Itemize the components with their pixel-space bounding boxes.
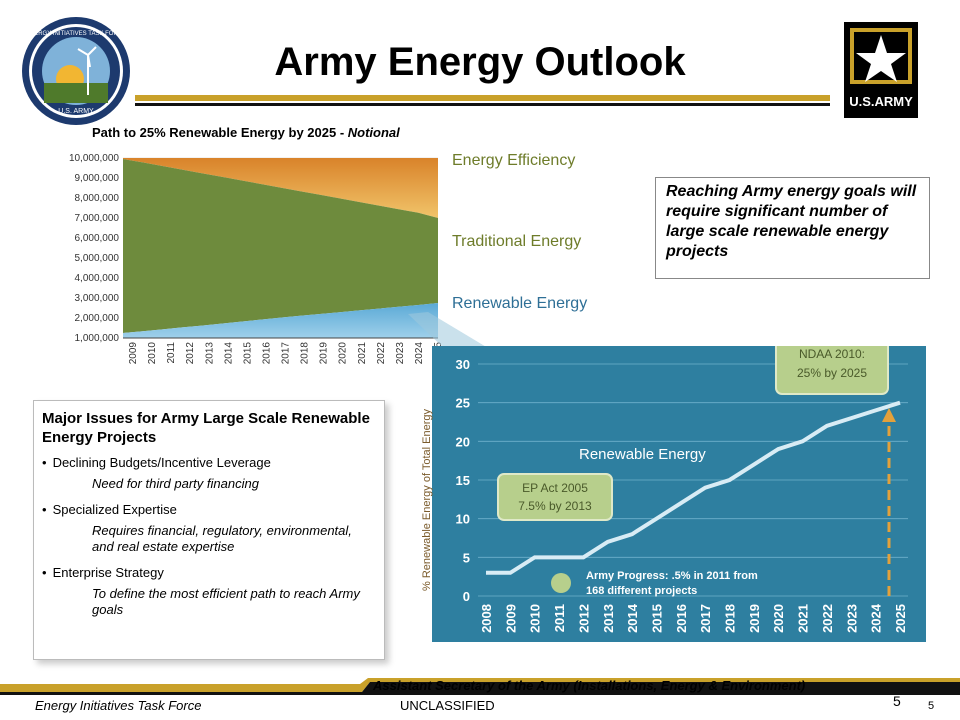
chart2-xtick: 2017 xyxy=(698,604,713,633)
chart1-ytick: 2,000,000 xyxy=(75,313,120,324)
chart2-xtick: 2016 xyxy=(674,604,689,633)
energy-path-chart: 10,000,000 9,000,000 8,000,000 7,000,000 6,0… xyxy=(69,153,444,365)
chart1-xtick: 2014 xyxy=(223,342,234,365)
progress-marker xyxy=(551,573,571,593)
chart1-xtick: 2020 xyxy=(338,342,349,365)
chart2-ytick: 0 xyxy=(463,589,470,604)
issues-panel: Major Issues for Army Large Scale Renewa… xyxy=(33,400,385,660)
footer-org: Energy Initiatives Task Force xyxy=(35,698,202,713)
target-arrowhead xyxy=(882,408,896,422)
chart2-xtick: 2010 xyxy=(528,604,543,633)
chart1-xtick: 2009 xyxy=(128,342,139,365)
legend-renewable-energy: Renewable Energy xyxy=(452,295,588,312)
chart2-xtick: 2021 xyxy=(796,604,811,633)
svg-text:ENERGY INITIATIVES TASK FORCE: ENERGY INITIATIVES TASK FORCE xyxy=(26,31,126,37)
chart1-ytick: 8,000,000 xyxy=(75,193,120,204)
page-title: Army Energy Outlook xyxy=(274,40,686,84)
chart1-xtick: 2012 xyxy=(185,342,196,365)
svg-text:U.S.ARMY: U.S.ARMY xyxy=(849,94,913,109)
series-traditional-energy xyxy=(123,159,438,333)
issue-bullet-2: Specialized Expertise xyxy=(42,502,376,517)
chart1-ytick: 3,000,000 xyxy=(75,293,120,304)
chart2-xtick: 2008 xyxy=(479,604,494,633)
legend-traditional-energy: Traditional Energy xyxy=(452,233,582,250)
chart2-ytick: 10 xyxy=(456,512,470,527)
chart1-xtick: 2023 xyxy=(395,342,406,365)
chart2-xtick: 2015 xyxy=(649,604,664,633)
footer-classification: UNCLASSIFIED xyxy=(400,698,495,713)
chart1-xtick: 2015 xyxy=(242,342,253,365)
chart2-xtick: 2024 xyxy=(869,603,884,633)
chart2-ytick: 30 xyxy=(456,357,470,372)
issue-bullet-3: Enterprise Strategy xyxy=(42,565,376,580)
issue-detail-2: Requires financial, regulatory, environm… xyxy=(92,523,352,554)
series-renewable-line xyxy=(486,400,901,575)
chart1-ytick: 9,000,000 xyxy=(75,173,120,184)
issue-detail-3: To define the most efficient path to rea… xyxy=(92,586,360,617)
chart2-xtick: 2019 xyxy=(747,604,762,633)
issue-bullet-1: Declining Budgets/Incentive Leverage xyxy=(42,455,376,470)
zoom-wedge xyxy=(408,312,488,352)
chart1-xtick: 2022 xyxy=(376,342,387,365)
chart2-xtick: 2012 xyxy=(576,604,591,633)
chart2-ytick: 20 xyxy=(456,434,470,449)
chart1-xtick: 2024 xyxy=(414,342,425,365)
chart2-xtick: 2020 xyxy=(771,604,786,633)
footer-office: Assistant Secretary of the Army (Install… xyxy=(373,678,806,693)
page-number-small: 5 xyxy=(928,700,935,712)
ndaa-line1: NDAA 2010: xyxy=(799,347,865,361)
chart2-ytick: 25 xyxy=(456,396,470,411)
chart2-xtick: 2009 xyxy=(503,604,518,633)
chart1-title: Path to 25% Renewable Energy by 2025 - N… xyxy=(92,125,400,140)
chart1-xtick: 2013 xyxy=(204,342,215,365)
footer-bar xyxy=(0,678,960,695)
ep-act-line1: EP Act 2005 xyxy=(522,481,588,495)
chart1-xtick: 2021 xyxy=(357,342,368,365)
chart1-xtick: 2016 xyxy=(261,342,272,365)
chart2-xtick: 2023 xyxy=(844,604,859,633)
chart2-ytick: 15 xyxy=(456,473,470,488)
chart2-xtick: 2025 xyxy=(893,604,908,633)
chart2-xtick: 2022 xyxy=(820,604,835,633)
progress-line1: Army Progress: .5% in 2011 from xyxy=(586,570,758,582)
chart1-xtick: 2019 xyxy=(319,342,330,365)
issue-detail-1: Need for third party financing xyxy=(92,476,259,491)
page-number: 5 xyxy=(893,693,901,709)
chart1-xtick: 2010 xyxy=(147,342,158,365)
chart1-xtick: 2011 xyxy=(166,342,177,364)
ep-act-line2: 7.5% by 2013 xyxy=(518,499,592,513)
ep-act-box xyxy=(497,473,613,521)
svg-text:U.S. ARMY: U.S. ARMY xyxy=(58,108,94,115)
chart1-ytick: 5,000,000 xyxy=(75,253,120,264)
progress-line2: 168 different projects xyxy=(586,585,697,597)
issues-title: Major Issues for Army Large Scale Renewa… xyxy=(42,410,370,446)
chart1-ytick: 4,000,000 xyxy=(75,273,120,284)
us-army-logo: U.S.ARMY xyxy=(844,22,918,118)
chart2-xtick: 2011 xyxy=(552,604,567,632)
legend-energy-efficiency: Energy Efficiency xyxy=(452,152,576,169)
chart1-ytick: 7,000,000 xyxy=(75,213,120,224)
title-rule-black xyxy=(135,103,830,106)
series-renewable-energy xyxy=(123,303,438,338)
chart2-xtick: 2014 xyxy=(625,603,640,633)
chart2-xtick: 2018 xyxy=(723,604,738,633)
chart1-ytick: 1,000,000 xyxy=(75,333,120,344)
ndaa-line2: 25% by 2025 xyxy=(797,366,867,380)
chart1-xtick: 2018 xyxy=(300,342,311,365)
energy-initiatives-seal-logo: U.S. ARMY ENERGY INITIATIVES TASK FORCE xyxy=(22,17,130,125)
chart2-ytick: 5 xyxy=(463,550,470,565)
chart2-ylabel: % Renewable Energy of Total Energy xyxy=(421,408,433,591)
goals-callout: Reaching Army energy goals will require … xyxy=(655,177,930,279)
ndaa-box xyxy=(775,346,889,395)
chart2-xtick: 2013 xyxy=(601,604,616,633)
chart1-xtick: 2017 xyxy=(281,342,292,365)
series-energy-efficiency xyxy=(123,158,438,218)
chart1-ytick: 6,000,000 xyxy=(75,233,120,244)
chart1-ytick: 10,000,000 xyxy=(69,153,119,164)
chart2-series-label: Renewable Energy xyxy=(579,446,706,463)
title-rule-gold xyxy=(135,95,830,101)
